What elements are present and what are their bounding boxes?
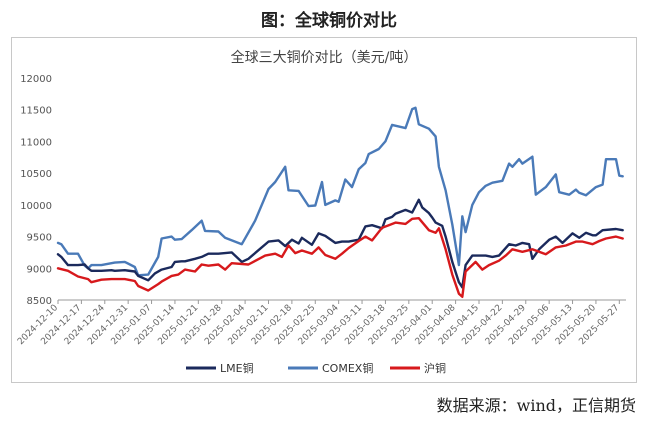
legend: LME铜 COMEX铜 沪铜 — [186, 361, 446, 375]
legend-label-2: 沪铜 — [424, 361, 446, 375]
y-tick-label: 12000 — [20, 74, 52, 85]
y-tick-label: 11000 — [20, 137, 52, 148]
y-tick-label: 10500 — [20, 169, 52, 180]
y-tick-label: 11500 — [20, 106, 52, 117]
legend-label-1: COMEX铜 — [322, 361, 373, 375]
series-layer — [56, 106, 624, 298]
y-tick-label: 9500 — [27, 233, 52, 244]
chart-title: 全球三大铜价对比（美元/吨） — [231, 49, 418, 66]
source-note: 数据来源：wind，正信期货 — [436, 396, 636, 415]
legend-label-0: LME铜 — [220, 361, 254, 375]
series-line-1 — [56, 106, 624, 277]
copper-price-chart: 全球三大铜价对比（美元/吨） 8500 9000 9500 10000 10500 110… — [16, 49, 626, 375]
x-axis: 2024-12-102024-12-172024-12-242024-12-31… — [16, 299, 626, 347]
series-line-0 — [56, 198, 624, 289]
y-axis: 8500 9000 9500 10000 10500 11000 11500 12000 — [20, 74, 52, 307]
chart-frame: 全球三大铜价对比（美元/吨） 8500 9000 9500 10000 10500 110… — [11, 37, 637, 383]
figure-title: 图：全球铜价对比 — [261, 11, 397, 31]
y-tick-label: 10000 — [20, 201, 52, 212]
y-tick-label: 9000 — [27, 264, 52, 275]
series-line-2 — [56, 216, 624, 298]
y-tick-label: 8500 — [27, 296, 52, 307]
